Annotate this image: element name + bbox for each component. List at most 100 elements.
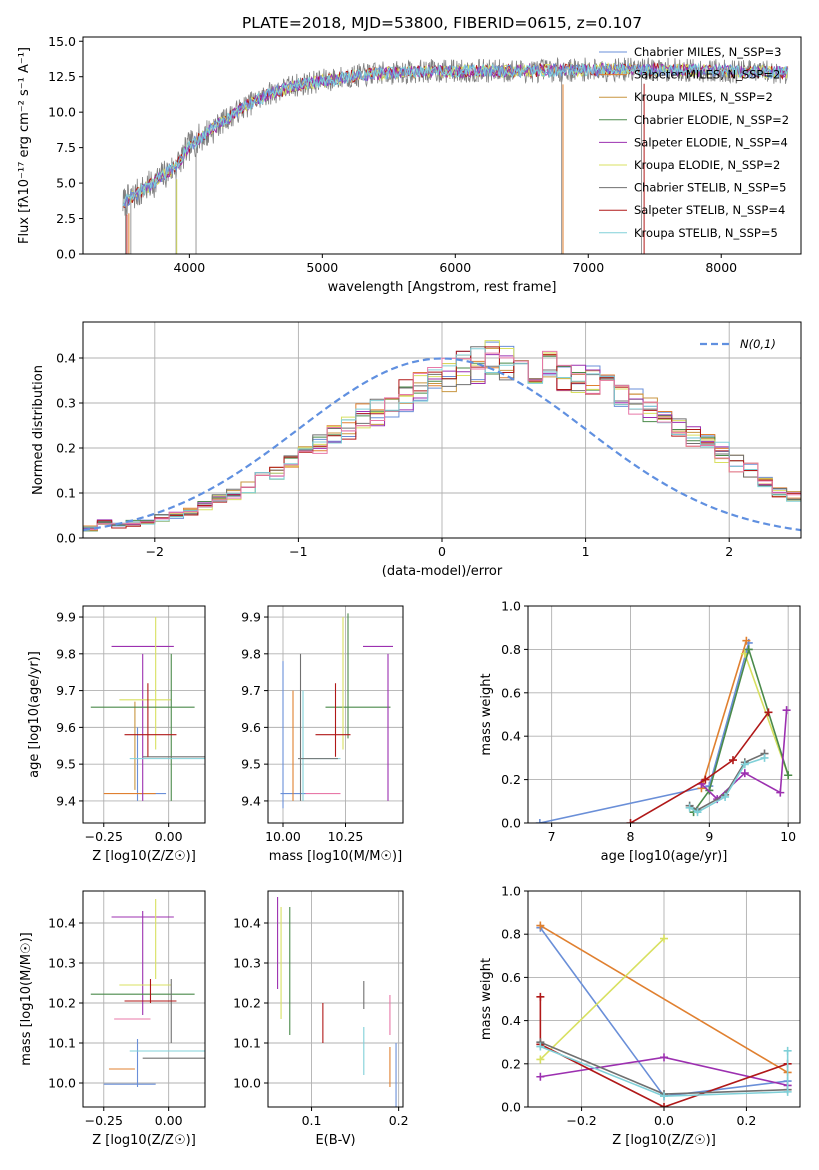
plus-marker-kroupa_stelib bbox=[693, 808, 702, 817]
legend-label: Chabrier ELODIE, N_SSP=2 bbox=[634, 113, 789, 127]
y-tick-label: 9.7 bbox=[56, 683, 76, 698]
x-tick-label: 8 bbox=[627, 829, 635, 844]
plus-marker-kroupa_stelib bbox=[740, 760, 749, 769]
y-tick-label: 10.0 bbox=[48, 105, 76, 120]
weight-line-salpeter_miles bbox=[539, 924, 789, 1074]
plot-area-residuals bbox=[83, 322, 801, 538]
y-tick-label: 9.6 bbox=[56, 720, 76, 735]
spectrum-legend: Chabrier MILES, N_SSP=3 Salpeter MILES, N… bbox=[599, 45, 789, 240]
y-tick-label: 0.4 bbox=[501, 1013, 521, 1028]
y-tick-label: 0.2 bbox=[501, 772, 521, 787]
x-tick-label: 0 bbox=[438, 544, 446, 559]
y-tick-label: 10.4 bbox=[233, 916, 261, 931]
plus-marker-kroupa_stelib bbox=[783, 1046, 792, 1055]
plus-marker-salpeter_elodie bbox=[536, 1072, 545, 1081]
figure-title: PLATE=2018, MJD=53800, FIBERID=0615, z=0… bbox=[242, 14, 642, 32]
y-tick-label: 10.4 bbox=[48, 916, 76, 931]
x-axis-label: mass [log10(M/M☉)] bbox=[269, 849, 402, 864]
plus-marker-salpeter_elodie bbox=[776, 788, 785, 797]
plus-marker-salpeter_elodie bbox=[782, 706, 791, 715]
y-tick-label: 15.0 bbox=[48, 34, 76, 49]
plus-marker-salpeter_stelib bbox=[626, 819, 635, 823]
axes-frame bbox=[82, 605, 206, 824]
weight-line-salpeter_miles bbox=[700, 640, 748, 789]
x-tick-label: 10.00 bbox=[265, 829, 301, 844]
x-tick-label: 10 bbox=[780, 829, 796, 844]
x-tick-label: 7000 bbox=[572, 260, 604, 275]
weight-line-kroupa_stelib bbox=[540, 1045, 789, 1098]
y-tick-label: 10.2 bbox=[48, 996, 76, 1011]
panel-weight_vs_age: 7 8 9 10 0.0 0.2 0.4 0.6 0.8 1.0 age [log10(age/yr… bbox=[479, 599, 801, 864]
plus-marker-salpeter_miles bbox=[742, 636, 751, 645]
plus-marker-salpeter_stelib bbox=[536, 992, 545, 1001]
y-tick-label: 0.6 bbox=[501, 970, 521, 985]
y-tick-label: 1.0 bbox=[501, 884, 521, 899]
plus-marker-kroupa_stelib bbox=[760, 753, 769, 762]
y-tick-label: 9.4 bbox=[56, 793, 76, 808]
axes-frame bbox=[82, 321, 802, 539]
plus-marker-salpeter_elodie bbox=[740, 769, 749, 778]
legend-label: Chabrier MILES, N_SSP=3 bbox=[634, 45, 781, 59]
y-tick-label: 9.4 bbox=[241, 793, 261, 808]
plus-marker-kroupa_stelib bbox=[536, 1042, 545, 1051]
y-tick-label: 9.8 bbox=[241, 646, 261, 661]
y-tick-label: 2.5 bbox=[56, 211, 76, 226]
y-tick-label: 9.8 bbox=[56, 646, 76, 661]
x-tick-label: 0.2 bbox=[736, 1113, 756, 1128]
y-tick-label: 0.2 bbox=[501, 1056, 521, 1071]
plus-marker-salpeter_stelib bbox=[728, 756, 737, 765]
panel-mass_vs_ebv: 0.1 0.2 10.0 10.1 10.2 10.3 10.4 E(B-V) bbox=[233, 890, 409, 1148]
y-tick-label: 5.0 bbox=[56, 176, 76, 191]
y-tick-label: 9.5 bbox=[241, 757, 261, 772]
x-tick-label: −0.25 bbox=[85, 829, 123, 844]
plus-marker-kroupa_stelib bbox=[660, 1092, 668, 1101]
plus-marker-kroupa_elodie bbox=[660, 934, 668, 943]
x-tick-label: 4000 bbox=[173, 260, 205, 275]
y-tick-label: 0.0 bbox=[56, 247, 76, 262]
plus-marker-kroupa_stelib bbox=[783, 1087, 792, 1096]
panel-spectrum: 4000 5000 6000 7000 8000 0.0 2.5 5.0 7.5 10.0 12.5… bbox=[17, 34, 802, 295]
x-axis-label: Z [log10(Z/Z☉)] bbox=[612, 1133, 716, 1148]
x-tick-label: 1 bbox=[582, 544, 590, 559]
y-tick-label: 9.6 bbox=[241, 720, 261, 735]
y-tick-label: 9.7 bbox=[241, 683, 261, 698]
y-tick-label: 0.1 bbox=[56, 486, 76, 501]
plot-area-spectrum bbox=[122, 56, 789, 254]
axes-frame bbox=[527, 890, 801, 1108]
gaussian-curve bbox=[83, 357, 801, 532]
plot-area-mass_vs_ebv bbox=[268, 891, 403, 1107]
x-axis-label: (data-model)/error bbox=[382, 564, 503, 579]
y-axis-label: mass weight bbox=[479, 673, 494, 755]
weight-line-salpeter_stelib bbox=[630, 711, 770, 823]
plot-area-weight_vs_age bbox=[528, 606, 800, 823]
y-tick-label: 7.5 bbox=[56, 140, 76, 155]
y-tick-label: 10.3 bbox=[48, 956, 76, 971]
panel-weight_vs_Z: −0.2 0.0 0.2 0.0 0.2 0.4 0.6 0.8 1.0 Z [log10(Z/Z… bbox=[479, 884, 801, 1148]
y-tick-label: 0.0 bbox=[501, 816, 521, 831]
y-tick-label: 0.0 bbox=[56, 531, 76, 546]
y-tick-label: 0.3 bbox=[56, 396, 76, 411]
legend-label: Salpeter MILES, N_SSP=2 bbox=[634, 68, 780, 82]
legend-label: Salpeter STELIB, N_SSP=4 bbox=[634, 203, 785, 217]
y-tick-label: 0.0 bbox=[501, 1100, 521, 1115]
plus-marker-salpeter_stelib bbox=[764, 708, 773, 717]
x-tick-label: 10.25 bbox=[328, 829, 364, 844]
legend-label: Kroupa STELIB, N_SSP=5 bbox=[634, 226, 778, 240]
x-axis-label: wavelength [Angstrom, rest frame] bbox=[328, 280, 557, 295]
legend-label: Chabrier STELIB, N_SSP=5 bbox=[634, 181, 786, 195]
x-tick-label: 0.1 bbox=[302, 1113, 322, 1128]
panel-mass_vs_Z: −0.25 0.00 10.0 10.1 10.2 10.3 10.4 Z [log10(Z/… bbox=[19, 890, 206, 1148]
x-tick-label: 0.00 bbox=[155, 829, 183, 844]
y-tick-label: 10.2 bbox=[233, 996, 261, 1011]
axes-frame bbox=[267, 605, 404, 824]
panel-residuals: −2 −1 0 1 2 0.0 0.1 0.2 0.3 0.4 (data-model)/error… bbox=[31, 321, 802, 579]
y-tick-label: 10.1 bbox=[233, 1036, 261, 1051]
weight-line-salpeter_stelib bbox=[539, 996, 788, 1107]
panel-age_vs_Z: −0.25 0.00 9.4 9.5 9.6 9.7 9.8 9.9 Z [log10(Z/Z☉… bbox=[27, 605, 206, 864]
y-tick-label: 9.5 bbox=[56, 757, 76, 772]
plus-marker-chabrier_miles bbox=[535, 819, 544, 823]
y-axis-label: mass [log10(M/M☉)] bbox=[19, 932, 34, 1065]
legend-label: Salpeter ELODIE, N_SSP=4 bbox=[634, 135, 788, 149]
legend-label: N(0,1) bbox=[740, 337, 776, 351]
y-tick-label: 1.0 bbox=[501, 599, 521, 614]
